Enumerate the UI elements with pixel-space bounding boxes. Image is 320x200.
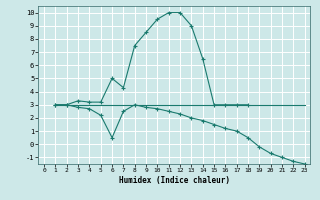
- X-axis label: Humidex (Indice chaleur): Humidex (Indice chaleur): [119, 176, 230, 185]
